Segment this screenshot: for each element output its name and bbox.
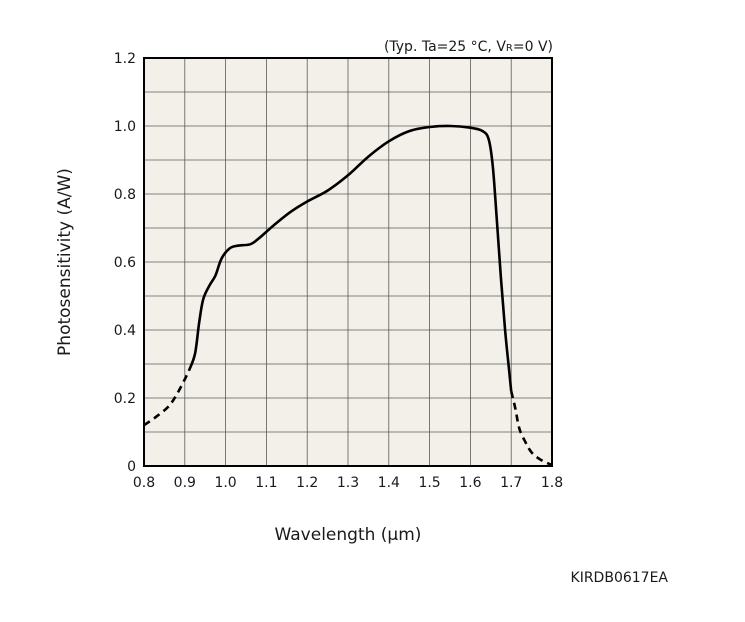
x-tick-label: 1.6 xyxy=(459,475,481,491)
x-tick-label: 1.1 xyxy=(255,475,277,491)
x-tick-label: 0.9 xyxy=(174,475,196,491)
curve-dashed-segment xyxy=(143,370,191,427)
y-tick-label: 0.4 xyxy=(114,323,136,339)
x-axis-label: Wavelength (μm) xyxy=(275,525,422,545)
x-tick-label: 1.4 xyxy=(378,475,400,491)
x-tick-label: 1.5 xyxy=(418,475,440,491)
x-tick-label: 1.8 xyxy=(541,475,563,491)
y-tick-label: 0 xyxy=(127,459,136,475)
y-axis-label: Photosensitivity (A/W) xyxy=(55,168,75,356)
x-tick-label: 1.0 xyxy=(214,475,236,491)
curve-dashed-segment xyxy=(509,390,553,467)
y-tick-label: 1.2 xyxy=(114,51,136,67)
x-axis-ticks: 0.8 0.9 1.0 1.1 1.2 1.3 1.4 1.5 1.6 1.7 1.8 xyxy=(133,475,563,491)
y-tick-label: 1.0 xyxy=(114,119,136,135)
y-tick-label: 0.6 xyxy=(114,255,136,271)
y-tick-label: 0.8 xyxy=(114,187,136,203)
measurement-conditions: (Typ. Ta=25 °C, VR=0 V) xyxy=(384,39,553,55)
x-tick-label: 1.3 xyxy=(337,475,359,491)
curve-solid-segment xyxy=(187,124,513,392)
grid-lines xyxy=(144,58,552,466)
y-tick-label: 0.2 xyxy=(114,391,136,407)
y-axis-ticks: 0 0.2 0.4 0.6 0.8 1.0 1.2 xyxy=(114,51,136,475)
x-tick-label: 0.8 xyxy=(133,475,155,491)
x-tick-label: 1.2 xyxy=(296,475,318,491)
figure-code: KIRDB0617EA xyxy=(571,570,669,586)
plot-frame xyxy=(143,57,553,467)
curve-series xyxy=(143,124,553,467)
x-tick-label: 1.7 xyxy=(500,475,522,491)
